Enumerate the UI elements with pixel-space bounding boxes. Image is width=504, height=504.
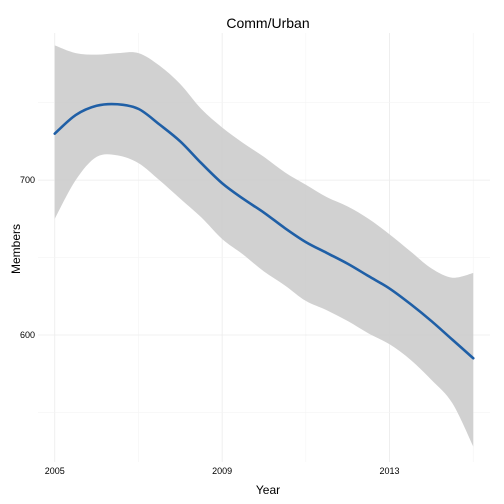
y-tick-label: 700 — [20, 175, 35, 185]
x-tick-label: 2005 — [45, 466, 65, 476]
y-tick-label: 600 — [20, 330, 35, 340]
confidence-band — [54, 45, 474, 447]
trend-line — [53, 102, 475, 360]
x-tick-label: 2013 — [380, 466, 400, 476]
tick-labels: 2005 2009 2013 600 700 — [20, 175, 400, 476]
x-axis-title: Year — [256, 483, 280, 497]
y-axis-title: Members — [9, 224, 23, 274]
chart-title: Comm/Urban — [226, 15, 309, 31]
trend-line-layer — [53, 102, 475, 360]
x-tick-label: 2009 — [212, 466, 232, 476]
confidence-band-layer — [54, 45, 474, 447]
